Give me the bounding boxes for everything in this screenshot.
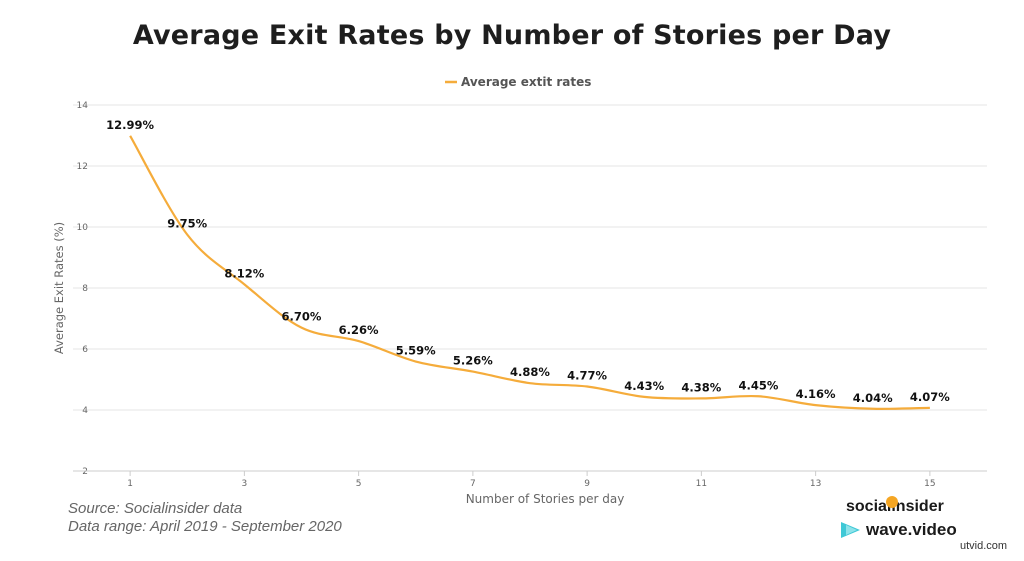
data-point[interactable] <box>871 407 875 411</box>
x-tick-label: 3 <box>242 479 248 489</box>
x-tick-label: 15 <box>924 479 935 489</box>
y-tick-label: 14 <box>77 101 89 111</box>
data-label: 4.16% <box>796 387 836 401</box>
legend-label[interactable]: Average extit rates <box>461 75 591 89</box>
y-tick-label: 6 <box>82 345 88 355</box>
watermark: utvid.com <box>960 540 1008 552</box>
data-point[interactable] <box>128 134 132 138</box>
data-label: 5.26% <box>453 354 493 368</box>
data-label: 4.04% <box>853 391 893 405</box>
data-label: 6.26% <box>339 323 379 337</box>
data-point[interactable] <box>585 385 589 389</box>
y-tick-label: 10 <box>77 223 89 233</box>
x-axis-title: Number of Stories per day <box>466 492 625 506</box>
chart-title: Average Exit Rates by Number of Stories … <box>132 20 892 51</box>
data-label: 6.70% <box>282 310 322 324</box>
data-label: 4.07% <box>910 390 950 404</box>
data-point[interactable] <box>699 396 703 400</box>
data-label: 5.59% <box>396 344 436 358</box>
data-point[interactable] <box>242 282 246 286</box>
line-layer <box>128 134 932 411</box>
data-point[interactable] <box>642 395 646 399</box>
y-tick-label: 4 <box>82 406 88 416</box>
label-layer: 12.99% 9.75% 8.12% 6.70% 6.26% 5.59% 5.26% 4.88… <box>106 118 950 405</box>
data-point[interactable] <box>185 233 189 237</box>
source-note: Source: Socialinsider data <box>68 500 243 517</box>
y-axis-title: Average Exit Rates (%) <box>52 222 66 354</box>
data-point[interactable] <box>414 360 418 364</box>
series-line <box>129 135 930 410</box>
data-range-note: Data range: April 2019 - September 2020 <box>68 518 342 535</box>
data-point[interactable] <box>928 406 932 410</box>
data-label: 4.38% <box>681 380 721 394</box>
legend: Average extit rates <box>445 75 591 89</box>
data-label: 9.75% <box>167 217 207 231</box>
y-tick-label: 12 <box>77 162 88 172</box>
data-label: 4.45% <box>739 378 779 392</box>
data-point[interactable] <box>471 370 475 374</box>
socialinsider-logo-dot <box>886 496 898 508</box>
y-tick-label: 2 <box>82 467 88 477</box>
x-tick-label: 1 <box>127 479 133 489</box>
wave-video-logo-icon <box>841 522 860 538</box>
data-point[interactable] <box>300 326 304 330</box>
wave-video-logo: wave.video <box>866 520 957 539</box>
y-tick-label: 8 <box>82 284 88 294</box>
x-tick-label: 5 <box>356 479 362 489</box>
data-label: 4.88% <box>510 365 550 379</box>
grid-layer <box>73 104 987 411</box>
data-point[interactable] <box>757 394 761 398</box>
data-point[interactable] <box>814 403 818 407</box>
data-point[interactable] <box>357 339 361 343</box>
x-tick-label: 9 <box>584 479 590 489</box>
x-tick-label: 11 <box>696 479 707 489</box>
x-tick-label: 13 <box>810 479 821 489</box>
data-label: 4.77% <box>567 369 607 383</box>
data-label: 8.12% <box>224 266 264 280</box>
data-label: 12.99% <box>106 118 154 132</box>
x-tick-label: 7 <box>470 479 476 489</box>
data-point[interactable] <box>528 381 532 385</box>
data-label: 4.43% <box>624 379 664 393</box>
